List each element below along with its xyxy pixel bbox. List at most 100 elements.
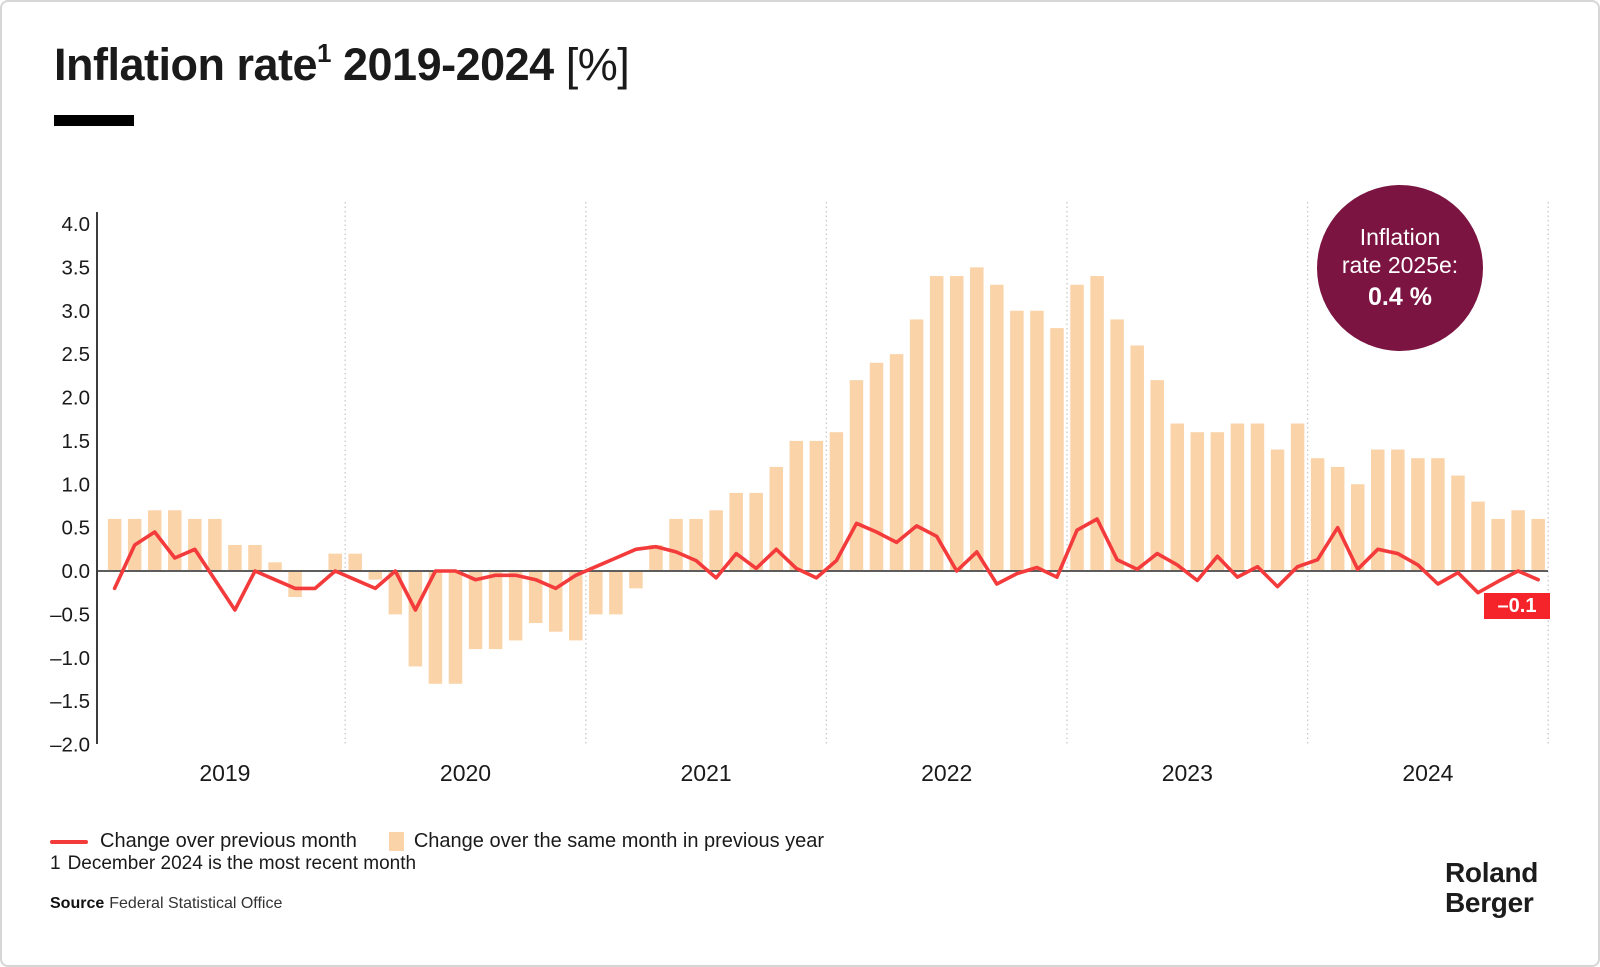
source-value: Federal Statistical Office	[109, 895, 283, 912]
y-axis-tick-label: –1.0	[50, 647, 90, 670]
x-axis-year-label: 2019	[199, 760, 250, 786]
bar-yoy	[1310, 458, 1325, 571]
bar-yoy	[709, 510, 723, 571]
legend-label-yoy: Change over the same month in previous y…	[413, 830, 825, 852]
bar-yoy	[849, 380, 864, 571]
line-swatch-icon	[50, 839, 88, 844]
legend-item-yoy: Change over the same month in previous y…	[388, 830, 825, 853]
bar-yoy	[889, 354, 904, 571]
title-range: 2019-2024	[331, 39, 566, 90]
bar-yoy	[1230, 423, 1245, 571]
bar-yoy	[949, 276, 964, 571]
y-axis-tick-label: 4.0	[62, 213, 91, 236]
source-word: Source	[50, 895, 105, 912]
title-main: Inflation rate	[54, 39, 318, 90]
bar-yoy	[228, 544, 242, 571]
bar-yoy	[188, 518, 202, 571]
x-axis-year-label: 2023	[1162, 760, 1213, 786]
logo-line2: Berger	[1445, 887, 1534, 918]
y-axis-tick-label: 0.5	[62, 517, 91, 540]
y-axis-tick-label: 2.0	[62, 387, 91, 410]
x-axis-year-label: 2022	[921, 760, 972, 786]
bar-yoy	[749, 492, 763, 571]
bar-yoy	[1150, 380, 1164, 571]
last-value-label: –0.1	[1484, 593, 1550, 619]
bar-yoy	[789, 440, 804, 571]
bar-yoy	[569, 571, 583, 641]
bar-yoy	[268, 562, 282, 571]
bar-yoy	[809, 440, 824, 571]
bar-yoy	[1070, 284, 1084, 571]
bar-yoy	[508, 571, 523, 641]
bar-yoy	[1190, 432, 1205, 571]
title-unit: [%]	[565, 39, 630, 90]
logo-line1: Roland	[1445, 857, 1539, 888]
bar-yoy	[528, 571, 543, 624]
bar-yoy	[1451, 475, 1465, 571]
bar-yoy	[548, 571, 563, 632]
bar-yoy	[1270, 449, 1285, 571]
y-axis-tick-label: –1.5	[50, 690, 90, 713]
bar-yoy	[970, 267, 984, 571]
footnote-text: December 2024 is the most recent month	[67, 853, 417, 874]
bar-yoy	[1050, 328, 1064, 571]
bar-yoy	[1431, 458, 1445, 571]
bar-yoy	[929, 276, 944, 571]
bar-yoy	[1371, 449, 1385, 571]
y-axis-tick-label: 2.5	[62, 343, 91, 366]
bar-swatch-icon	[388, 832, 404, 851]
y-axis-tick-label: 1.5	[62, 430, 91, 453]
bar-yoy	[328, 553, 342, 571]
bar-yoy	[488, 571, 503, 650]
bar-yoy	[609, 571, 623, 615]
bar-yoy	[107, 518, 122, 571]
bar-yoy	[869, 362, 884, 571]
legend-item-mom: Change over previous month	[50, 830, 357, 853]
bar-yoy	[408, 571, 423, 667]
bar-yoy	[990, 284, 1004, 571]
bar-yoy	[1010, 310, 1024, 571]
bar-yoy	[829, 432, 844, 571]
bar-yoy	[1350, 484, 1365, 571]
bar-yoy	[1250, 423, 1265, 571]
y-axis-tick-label: –2.0	[50, 734, 90, 757]
bar-yoy	[1090, 276, 1104, 571]
bar-yoy	[1210, 432, 1225, 571]
bar-yoy	[589, 571, 603, 615]
x-axis-year-label: 2024	[1402, 760, 1453, 786]
bar-yoy	[629, 571, 643, 589]
badge-line2: rate 2025e:	[1341, 252, 1459, 279]
title-underline	[54, 115, 134, 126]
bar-yoy	[1110, 319, 1124, 571]
y-axis-tick-label: 3.0	[62, 300, 91, 323]
bar-yoy	[248, 544, 262, 571]
bar-yoy	[348, 553, 362, 571]
title-footnote-mark: 1	[317, 38, 331, 68]
bar-yoy	[1330, 466, 1345, 571]
bar-yoy	[1030, 310, 1044, 571]
legend-label-mom: Change over previous month	[100, 830, 357, 852]
bar-yoy	[1391, 449, 1405, 571]
legend: Change over previous month Change over t…	[50, 830, 824, 853]
bar-yoy	[208, 518, 222, 571]
bar-yoy	[388, 571, 403, 615]
bar-yoy	[1411, 458, 1425, 571]
bar-yoy	[1170, 423, 1185, 571]
bar-yoy	[1511, 510, 1525, 571]
footnote-mark: 1	[50, 853, 61, 874]
bar-yoy	[147, 510, 162, 571]
bar-yoy	[468, 571, 483, 650]
bar-yoy	[1491, 518, 1505, 571]
y-axis-tick-label: –0.5	[50, 603, 90, 626]
badge-line1: Inflation	[1359, 223, 1441, 250]
y-axis-tick-label: 1.0	[62, 473, 91, 496]
footnote: 1 December 2024 is the most recent month	[50, 853, 416, 875]
bar-yoy	[909, 319, 924, 571]
bar-yoy	[729, 492, 743, 571]
bar-yoy	[448, 571, 463, 684]
badge-value: 0.4 %	[1368, 283, 1432, 312]
y-axis-tick-label: 0.0	[62, 560, 91, 583]
bar-yoy	[168, 510, 182, 571]
